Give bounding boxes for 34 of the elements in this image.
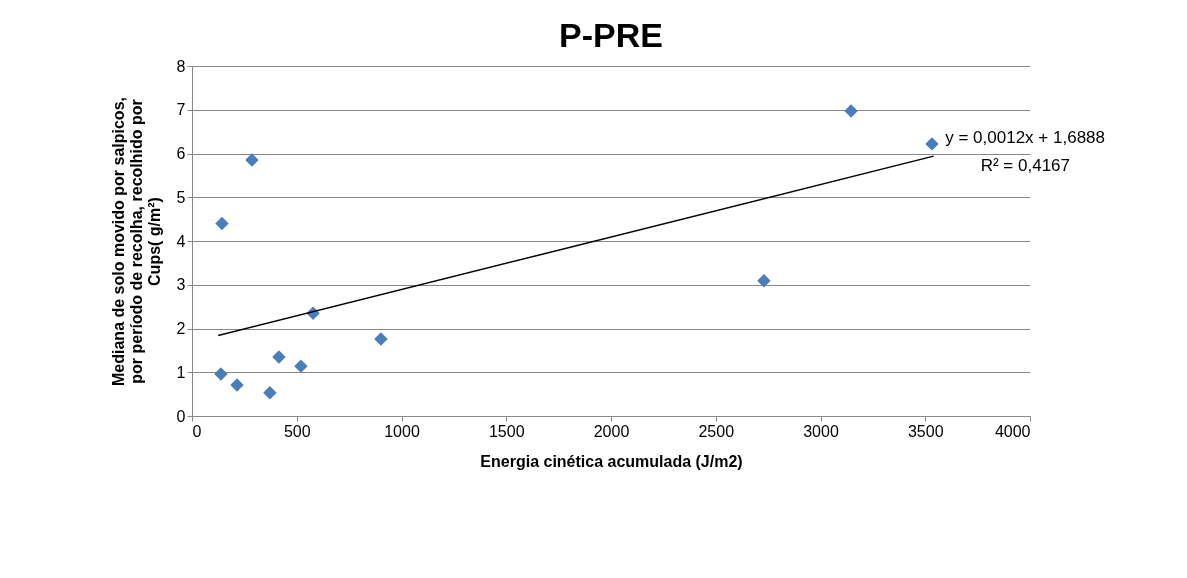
point <box>757 274 771 288</box>
y-tick-label: 3 <box>176 276 186 294</box>
annotation: y = 0,0012x + 1,6888 <box>945 128 1105 147</box>
x-tick-label: 500 <box>283 422 311 440</box>
annotation: R² = 0,4167 <box>980 156 1070 175</box>
point <box>925 137 939 151</box>
point <box>272 350 286 364</box>
chart-title: P-PRE <box>559 16 663 54</box>
y-tick-label: 4 <box>176 232 186 250</box>
x-tick-label: 1000 <box>384 422 420 440</box>
x-tick-label: 4000 <box>994 422 1031 440</box>
y-tick-label: 5 <box>176 188 186 206</box>
x-tick-label: 2500 <box>698 422 735 440</box>
y-tick-label: 7 <box>176 101 186 119</box>
y-tick-label: 6 <box>176 145 186 162</box>
point <box>230 378 244 392</box>
x-tick-label: 3500 <box>907 422 944 440</box>
y-tick-label: 2 <box>176 320 186 337</box>
x-tick-label: 1500 <box>488 422 525 440</box>
point <box>844 104 858 118</box>
y-tick-label: 0 <box>176 407 186 425</box>
point <box>374 332 388 346</box>
point <box>245 153 259 167</box>
point <box>214 367 228 381</box>
y-axis-title: Mediana de solo movido por salpicos, por período de recolha, recolhido por Cups( g/m²) <box>109 97 163 386</box>
y-tick-label: 1 <box>176 363 186 381</box>
x-tick-label: 2000 <box>593 422 630 440</box>
x-tick-label: 0 <box>192 422 202 440</box>
point <box>215 216 229 231</box>
point <box>263 386 277 400</box>
x-tick-label: 3000 <box>803 422 839 440</box>
y-tick-label: 8 <box>176 57 186 75</box>
x-axis-title: Energia cinética acumulada (J/m2) <box>480 452 743 470</box>
point <box>294 359 308 373</box>
